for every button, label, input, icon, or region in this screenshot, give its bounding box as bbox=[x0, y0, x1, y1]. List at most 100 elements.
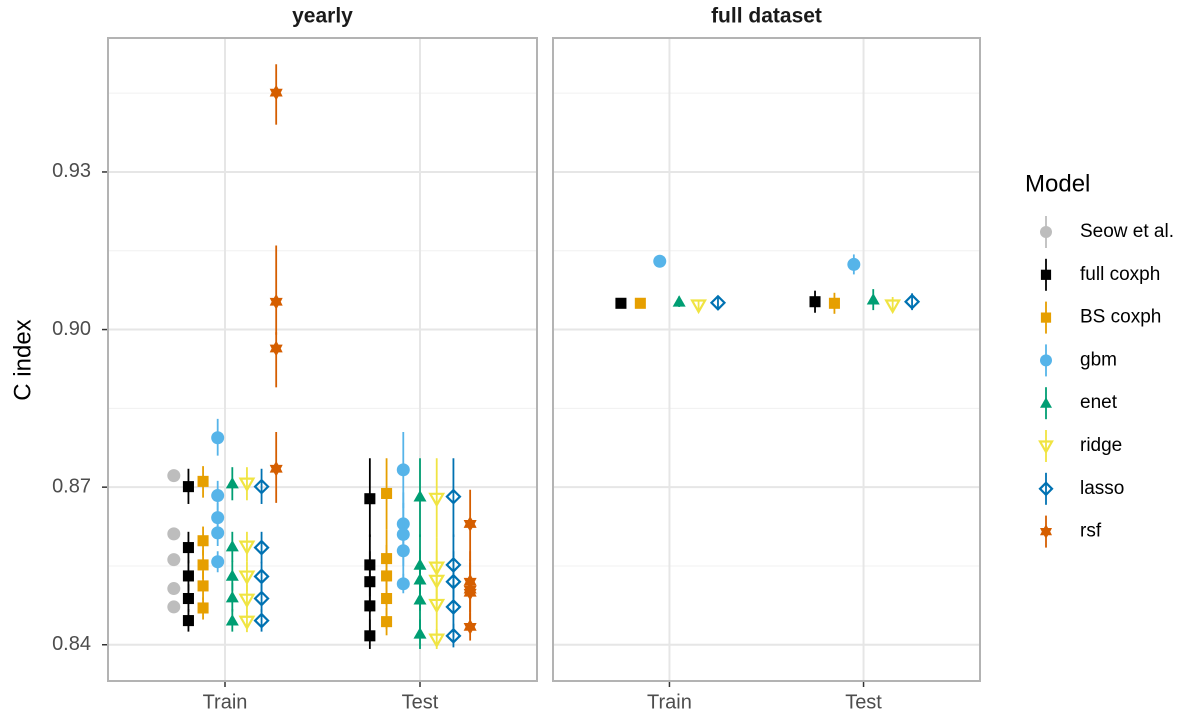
legend-label: BS coxph bbox=[1080, 307, 1161, 328]
point bbox=[238, 570, 256, 586]
point bbox=[182, 542, 194, 554]
point bbox=[428, 598, 446, 614]
point bbox=[381, 616, 393, 628]
x-tick-label: Train bbox=[203, 691, 248, 713]
point bbox=[1038, 481, 1054, 497]
point bbox=[197, 580, 209, 592]
point bbox=[709, 294, 727, 311]
point bbox=[1040, 524, 1052, 539]
y-tick-label: 0.84 bbox=[52, 633, 91, 655]
point bbox=[167, 469, 181, 483]
point bbox=[269, 293, 283, 310]
point bbox=[182, 615, 194, 627]
point bbox=[396, 577, 410, 591]
panel-background bbox=[553, 38, 980, 681]
point bbox=[253, 590, 270, 607]
point bbox=[253, 612, 270, 629]
point bbox=[211, 511, 225, 525]
point bbox=[809, 296, 821, 308]
point bbox=[634, 297, 646, 309]
point bbox=[269, 84, 283, 101]
point bbox=[269, 340, 283, 357]
point bbox=[182, 592, 194, 605]
point bbox=[828, 297, 840, 309]
point bbox=[364, 493, 376, 505]
point bbox=[167, 600, 181, 614]
point bbox=[211, 489, 225, 503]
strip-title: full dataset bbox=[711, 5, 822, 28]
point bbox=[445, 627, 462, 644]
point bbox=[253, 568, 270, 585]
legend-label: Seow et al. bbox=[1080, 221, 1174, 242]
panel-background bbox=[108, 38, 537, 681]
point bbox=[238, 615, 256, 631]
point bbox=[1040, 269, 1052, 280]
point bbox=[381, 592, 393, 605]
point bbox=[866, 293, 880, 305]
point bbox=[615, 297, 627, 309]
point bbox=[269, 460, 283, 477]
point bbox=[884, 299, 902, 315]
point bbox=[225, 569, 239, 581]
point bbox=[653, 254, 667, 268]
point bbox=[197, 559, 209, 571]
point bbox=[1040, 226, 1052, 238]
point bbox=[1040, 312, 1052, 323]
point bbox=[1038, 440, 1054, 455]
point bbox=[364, 630, 376, 642]
point bbox=[238, 593, 256, 609]
point bbox=[197, 475, 209, 487]
point bbox=[253, 539, 270, 556]
y-tick-label: 0.93 bbox=[52, 160, 91, 182]
legend-label: enet bbox=[1080, 392, 1118, 413]
y-tick-label: 0.87 bbox=[52, 475, 91, 497]
point bbox=[211, 555, 225, 569]
point bbox=[197, 602, 209, 614]
x-tick-label: Train bbox=[647, 691, 692, 713]
point bbox=[225, 476, 239, 489]
point bbox=[225, 540, 239, 552]
y-axis-title: C index bbox=[9, 319, 36, 400]
x-tick-label: Test bbox=[845, 691, 882, 713]
strip-title: yearly bbox=[292, 5, 353, 28]
legend-label: ridge bbox=[1080, 435, 1122, 456]
y-tick-label: 0.90 bbox=[52, 318, 91, 340]
x-tick-label: Test bbox=[402, 691, 439, 713]
legend-label: rsf bbox=[1080, 521, 1102, 542]
point bbox=[672, 295, 686, 307]
point bbox=[1040, 397, 1052, 408]
panel-border bbox=[107, 37, 538, 682]
point bbox=[238, 477, 256, 493]
point bbox=[904, 293, 921, 310]
point bbox=[1040, 354, 1052, 367]
point bbox=[396, 544, 410, 558]
point bbox=[197, 535, 209, 547]
point bbox=[463, 619, 477, 635]
point bbox=[445, 598, 462, 615]
point bbox=[211, 431, 225, 445]
legend-label: lasso bbox=[1080, 478, 1124, 499]
point bbox=[182, 481, 194, 493]
point bbox=[167, 582, 181, 596]
point bbox=[211, 526, 225, 540]
legend-title: Model bbox=[1025, 170, 1090, 197]
point bbox=[413, 593, 427, 605]
point bbox=[428, 633, 446, 649]
point bbox=[238, 540, 256, 556]
point bbox=[225, 590, 239, 603]
point bbox=[413, 490, 427, 502]
point bbox=[253, 478, 270, 495]
point bbox=[463, 584, 477, 601]
point bbox=[396, 463, 410, 477]
point bbox=[413, 627, 427, 639]
point bbox=[381, 487, 393, 499]
point bbox=[167, 553, 181, 567]
legend-label: gbm bbox=[1080, 349, 1117, 370]
point bbox=[364, 600, 376, 612]
point bbox=[428, 492, 446, 508]
point bbox=[690, 299, 707, 315]
point bbox=[463, 516, 477, 532]
point bbox=[445, 488, 462, 505]
